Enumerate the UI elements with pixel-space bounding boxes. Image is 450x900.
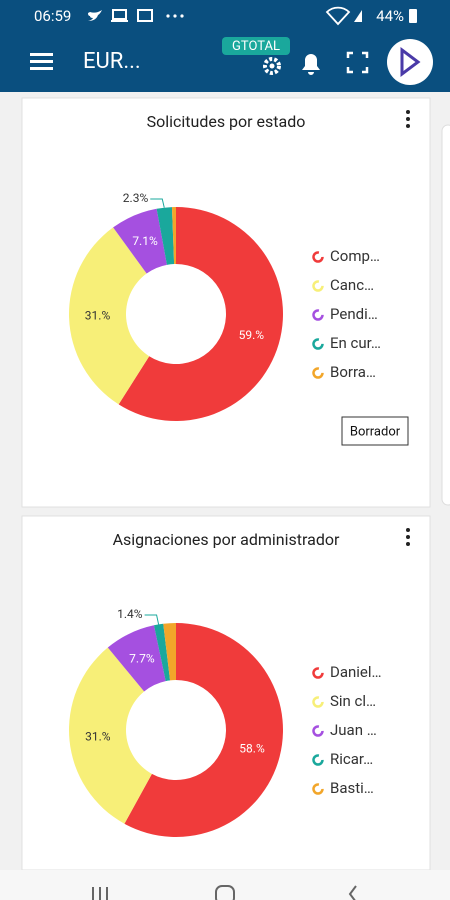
value-label: 7.1% xyxy=(132,234,158,248)
card-menu[interactable] xyxy=(406,542,410,546)
avatar[interactable] xyxy=(387,39,433,85)
leader-line xyxy=(144,614,160,625)
app-title: EUR... xyxy=(83,49,141,74)
card-menu[interactable] xyxy=(406,528,410,532)
status-battery: 44% xyxy=(376,7,404,25)
legend-label: Canc… xyxy=(330,276,374,294)
legend-icon xyxy=(312,783,324,795)
notifications-button[interactable] xyxy=(302,54,320,75)
chart-title: Solicitudes por estado xyxy=(147,112,306,131)
slice xyxy=(107,625,166,692)
legend-icon xyxy=(312,367,324,379)
value-label: 2.3% xyxy=(123,191,149,205)
value-label: 1.4% xyxy=(117,607,143,621)
card-menu[interactable] xyxy=(406,110,410,114)
legend-icon xyxy=(312,309,324,321)
slice xyxy=(69,227,150,405)
legend-icon xyxy=(312,338,324,350)
status-time: 06:59 xyxy=(34,7,71,25)
legend-icon xyxy=(312,754,324,766)
card-menu[interactable] xyxy=(406,124,410,128)
legend-label: Basti… xyxy=(330,779,374,797)
nav-buttons[interactable] xyxy=(92,885,357,900)
slice xyxy=(68,647,152,824)
card-menu[interactable] xyxy=(406,117,410,121)
legend-label: Sin cl… xyxy=(330,692,376,710)
value-label: 31.% xyxy=(85,309,111,323)
legend-label: Ricar… xyxy=(330,750,373,768)
value-label: 7.7% xyxy=(129,651,155,665)
value-label: 58.% xyxy=(239,742,265,756)
slice xyxy=(171,207,176,265)
legend-icon xyxy=(312,667,324,679)
legend-icon xyxy=(312,280,324,292)
leader-line xyxy=(150,198,165,208)
legend-icon xyxy=(312,725,324,737)
legend-label: Daniel… xyxy=(330,663,382,681)
button-label: Borrador xyxy=(350,424,401,439)
slice xyxy=(124,623,283,837)
legend-label: Pendi… xyxy=(330,305,378,323)
button[interactable] xyxy=(341,416,409,446)
slice xyxy=(156,207,175,265)
next-card-edge xyxy=(441,124,450,506)
chart-title: Asignaciones por administrador xyxy=(113,530,340,549)
value-label: 31.% xyxy=(85,730,111,744)
slice xyxy=(153,623,171,682)
legend-label: Comp… xyxy=(330,247,380,265)
legend-icon xyxy=(312,251,324,263)
legend-label: Borra… xyxy=(330,363,376,381)
legend-label: Juan … xyxy=(330,721,377,739)
fullscreen-button[interactable] xyxy=(346,51,369,74)
slice xyxy=(113,208,167,274)
value-label: 59.% xyxy=(239,328,265,342)
slice xyxy=(118,207,284,422)
card-menu[interactable] xyxy=(406,535,410,539)
settings-button[interactable] xyxy=(263,57,281,75)
slice xyxy=(163,623,176,681)
legend-label: En cur… xyxy=(330,334,381,352)
legend-icon xyxy=(312,696,324,708)
badge-text: GTOTAL xyxy=(232,39,280,54)
menu-button[interactable] xyxy=(30,53,53,70)
status-icons xyxy=(88,6,417,26)
badge xyxy=(222,37,290,55)
